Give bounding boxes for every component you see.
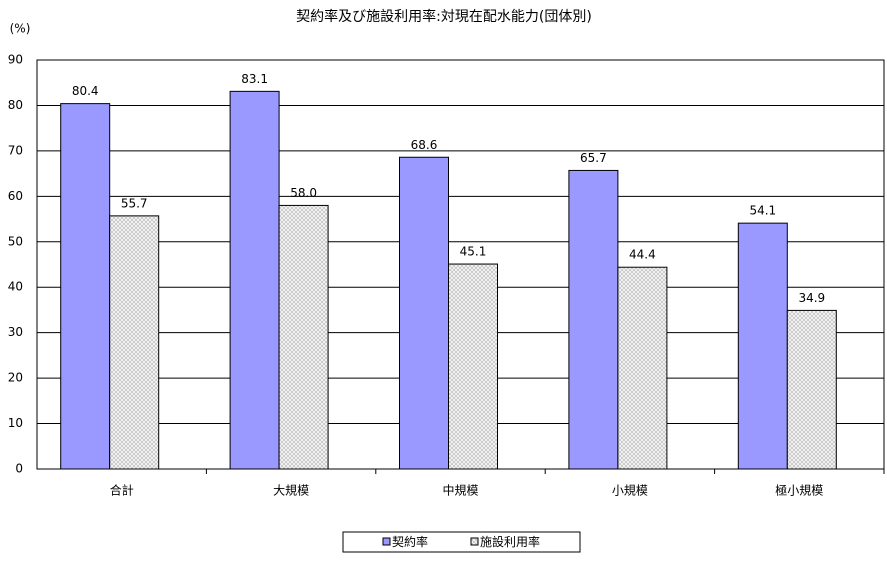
x-tick-label: 小規模	[612, 483, 648, 498]
y-tick-label: 0	[15, 462, 23, 476]
bar	[737, 222, 788, 470]
x-tick-label: 極小規模	[775, 483, 823, 498]
legend-box	[342, 531, 581, 553]
bar	[60, 103, 111, 470]
bar	[448, 263, 498, 470]
bar	[617, 266, 668, 470]
bar	[399, 156, 449, 470]
legend-swatch	[382, 537, 391, 546]
value-label: 68.6	[411, 138, 438, 152]
value-label: 80.4	[72, 84, 99, 98]
y-tick-label: 60	[8, 189, 23, 203]
y-tick-label: 70	[8, 143, 23, 157]
y-tick-label: 90	[8, 53, 23, 67]
legend-label: 契約率	[392, 534, 428, 549]
x-tick-label: 大規模	[273, 483, 309, 498]
bar	[786, 309, 837, 470]
y-tick-label: 20	[8, 371, 23, 385]
value-label: 54.1	[749, 204, 776, 218]
value-label: 83.1	[241, 72, 268, 86]
chart-title: 契約率及び施設利用率:対現在配水能力(団体別)	[296, 8, 592, 25]
y-axis-label: (%)	[10, 22, 31, 36]
y-tick-label: 40	[8, 280, 23, 294]
legend-swatch	[470, 537, 479, 546]
bar	[278, 204, 329, 470]
value-label: 55.7	[121, 196, 148, 210]
value-label: 34.9	[798, 291, 825, 305]
x-tick-label: 合計	[110, 483, 134, 498]
value-label: 58.0	[290, 186, 317, 200]
value-label: 45.1	[460, 245, 487, 259]
x-tick-label: 中規模	[442, 483, 478, 498]
value-label: 44.4	[629, 248, 656, 262]
bar	[229, 90, 280, 470]
value-label: 65.7	[580, 151, 607, 165]
bar	[568, 169, 619, 470]
bar	[109, 215, 160, 470]
y-tick-label: 80	[8, 98, 23, 112]
y-tick-label: 30	[8, 325, 23, 339]
legend-label: 施設利用率	[480, 534, 540, 549]
y-tick-label: 50	[8, 234, 23, 248]
y-tick-label: 10	[8, 416, 23, 430]
